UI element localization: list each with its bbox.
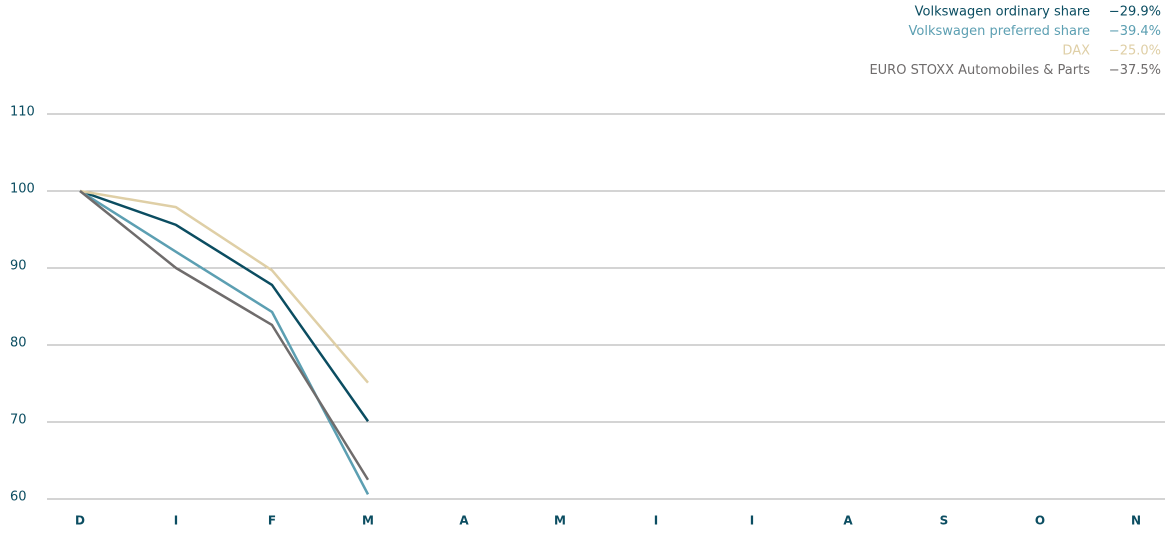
y-tick-label: 70 bbox=[10, 413, 27, 428]
y-tick-label: 100 bbox=[10, 182, 35, 197]
x-tick-label: O bbox=[1035, 514, 1045, 528]
legend-change: −29.9% bbox=[1109, 5, 1161, 20]
legend-change: −39.4% bbox=[1109, 24, 1161, 39]
y-tick-label: 80 bbox=[10, 336, 27, 351]
y-tick-label: 110 bbox=[10, 105, 35, 120]
x-tick-label: N bbox=[1131, 514, 1141, 528]
x-tick-label: A bbox=[459, 514, 469, 528]
series-line bbox=[79, 189, 370, 422]
x-tick-label: F bbox=[268, 514, 276, 528]
legend-label: Volkswagen preferred share bbox=[909, 24, 1090, 39]
x-tick-label: M bbox=[362, 514, 374, 528]
y-tick-label: 60 bbox=[10, 490, 27, 505]
x-tick-label: S bbox=[940, 514, 949, 528]
legend-change: −25.0% bbox=[1109, 44, 1161, 59]
series-line bbox=[79, 190, 370, 481]
legend-label: Volkswagen ordinary share bbox=[915, 5, 1090, 20]
legend-change: −37.5% bbox=[1109, 63, 1161, 78]
legend-label: EURO STOXX Automobiles & Parts bbox=[869, 63, 1090, 78]
series-line bbox=[79, 189, 370, 495]
x-tick-label: A bbox=[843, 514, 853, 528]
x-tick-label: M bbox=[554, 514, 566, 528]
legend-label: DAX bbox=[1062, 44, 1090, 59]
x-tick-label: I bbox=[654, 514, 658, 528]
x-tick-label: D bbox=[75, 514, 85, 528]
x-tick-label: I bbox=[174, 514, 178, 528]
series-line bbox=[79, 189, 369, 384]
y-tick-label: 90 bbox=[10, 259, 27, 274]
x-tick-label: I bbox=[750, 514, 754, 528]
